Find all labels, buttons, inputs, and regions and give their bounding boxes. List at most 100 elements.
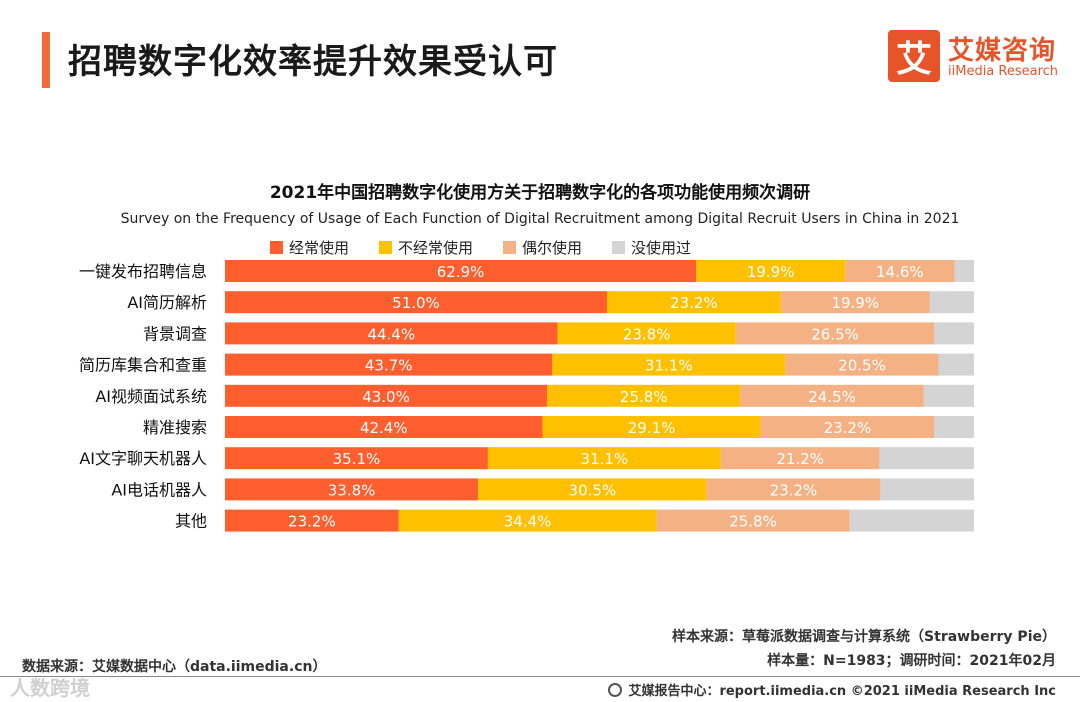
data-label: 14.6% <box>876 263 924 281</box>
legend-label: 偶尔使用 <box>522 238 583 257</box>
category-label: 精准搜索 <box>143 418 207 437</box>
bar-segment-infrequent <box>547 384 741 407</box>
legend-swatch <box>612 240 626 254</box>
bar-segment-never <box>954 260 974 282</box>
legend-item-never: 没使用过 <box>612 237 691 258</box>
page-title: 招聘数字化效率提升效果受认可 <box>68 42 558 82</box>
data-label: 25.8% <box>729 513 777 531</box>
data-label: 44.4% <box>367 325 415 343</box>
legend-item-occasional: 偶尔使用 <box>503 237 582 258</box>
data-label: 43.7% <box>365 357 413 375</box>
footer: 艾媒报告中心：report.iimedia.cn ©2021 iiMedia R… <box>608 680 1056 699</box>
data-label: 23.2% <box>670 294 718 312</box>
bar-segment-frequent <box>225 384 548 407</box>
data-label: 24.5% <box>808 388 856 406</box>
data-label: 19.9% <box>747 263 795 281</box>
bar-segment-frequent <box>225 447 488 470</box>
data-label: 21.2% <box>776 450 824 468</box>
data-label: 25.8% <box>620 388 668 406</box>
data-label: 30.5% <box>569 481 617 499</box>
legend-label: 没使用过 <box>631 238 692 257</box>
bar-segment-infrequent <box>606 291 781 314</box>
bar-segment-never <box>849 509 974 532</box>
bar-segment-occasional <box>720 447 880 470</box>
legend-item-infrequent: 不经常使用 <box>379 237 473 258</box>
bar-segment-frequent <box>225 416 543 438</box>
legend-item-frequent: 经常使用 <box>270 237 349 258</box>
legend-swatch <box>270 240 283 254</box>
category-label: 一键发布招聘信息 <box>79 262 207 281</box>
data-label: 43.0% <box>362 388 410 406</box>
bar-segment-never <box>879 447 974 470</box>
data-label: 51.0% <box>392 294 440 312</box>
footer-divider <box>0 676 1080 677</box>
bar-segment-infrequent <box>542 416 761 438</box>
bar-segment-frequent <box>225 509 399 532</box>
data-label: 31.1% <box>581 450 629 468</box>
bar-segment-frequent <box>225 260 697 282</box>
category-label: 简历库集合和查重 <box>79 356 207 375</box>
logo-name-cn: 艾媒咨询 <box>948 36 1057 66</box>
category-label: 其他 <box>175 512 207 531</box>
bar-segment-occasional <box>845 260 955 282</box>
bar-segment-infrequent <box>557 322 736 345</box>
bar-segment-infrequent <box>398 509 657 532</box>
data-label: 62.9% <box>437 263 485 281</box>
bar-segment-infrequent <box>478 478 707 501</box>
bar-segment-frequent <box>225 322 558 345</box>
bar-segment-occasional <box>706 478 881 501</box>
bar-segment-never <box>934 322 974 345</box>
category-label: AI视频面试系统 <box>95 387 207 406</box>
data-label: 29.1% <box>628 419 676 437</box>
sample-size: 样本量：N=1983；调研时间：2021年02月 <box>767 653 1056 669</box>
bar-segment-infrequent <box>696 260 846 282</box>
legend-swatch <box>379 240 393 254</box>
category-label: AI文字聊天机器人 <box>79 449 207 468</box>
title-accent-bar <box>42 32 50 88</box>
bar-segment-frequent <box>225 478 479 501</box>
bar-segment-frequent <box>225 291 607 314</box>
category-label: AI简历解析 <box>127 293 207 312</box>
legend-swatch <box>503 240 517 254</box>
legend-label: 经常使用 <box>289 238 350 257</box>
bar-segment-occasional <box>760 416 935 438</box>
chart-title: 2021年中国招聘数字化使用方关于招聘数字化的各项功能使用频次调研 <box>269 183 811 203</box>
bar-segment-occasional <box>780 291 930 314</box>
category-label: AI电话机器人 <box>111 480 207 499</box>
category-label: 背景调查 <box>143 324 207 343</box>
globe-icon <box>608 682 623 697</box>
sample-source: 样本来源：草莓派数据调查与计算系统（Strawberry Pie） <box>672 629 1056 645</box>
logo-mark-icon: 艾 <box>888 30 940 82</box>
data-source: 数据来源：艾媒数据中心（data.iimedia.cn） <box>22 659 327 675</box>
bar-segment-occasional <box>735 322 935 345</box>
data-label: 31.1% <box>645 357 693 375</box>
chart-legend: 经常使用 不经常使用 偶尔使用 没使用过 <box>270 236 691 258</box>
data-label: 34.4% <box>504 513 552 531</box>
data-label: 23.8% <box>623 325 671 343</box>
data-label: 20.5% <box>838 357 886 375</box>
bar-segment-occasional <box>656 509 850 532</box>
bar-segment-infrequent <box>487 447 721 470</box>
data-label: 23.2% <box>824 419 872 437</box>
brand-logo: 艾 艾媒咨询 iiMedia Research <box>888 30 1068 86</box>
data-label: 35.1% <box>333 450 381 468</box>
data-label: 23.2% <box>288 513 336 531</box>
footer-text: 艾媒报告中心：report.iimedia.cn ©2021 iiMedia R… <box>628 684 1056 699</box>
bar-segment-never <box>938 353 974 376</box>
logo-name-en: iiMedia Research <box>948 64 1059 79</box>
bar-segment-occasional <box>785 353 939 376</box>
bar-segment-never <box>934 416 974 438</box>
watermark: 人数跨境 <box>10 676 90 700</box>
legend-label: 不经常使用 <box>398 238 474 257</box>
bar-segment-infrequent <box>552 353 786 376</box>
bar-segment-never <box>880 478 974 501</box>
data-label: 26.5% <box>811 325 859 343</box>
bar-segment-never <box>929 291 974 314</box>
data-label: 42.4% <box>360 419 408 437</box>
bar-segment-never <box>923 384 974 407</box>
bar-segment-frequent <box>225 353 553 376</box>
data-label: 19.9% <box>831 294 879 312</box>
bar-segment-occasional <box>740 384 924 407</box>
data-label: 23.2% <box>770 481 818 499</box>
